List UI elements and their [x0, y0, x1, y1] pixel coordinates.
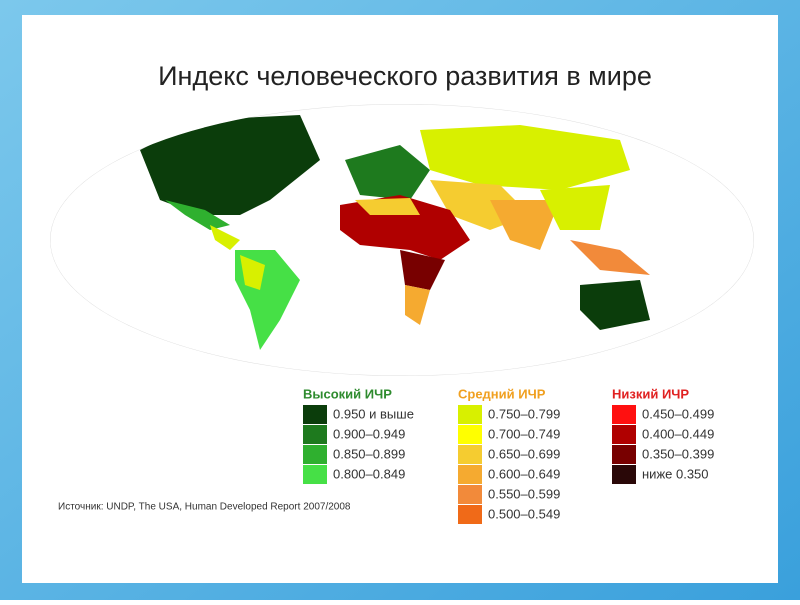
legend-swatch	[458, 505, 482, 524]
legend-label: 0.650–0.699	[488, 446, 560, 461]
legend-swatch	[612, 465, 636, 484]
legend-label: 0.600–0.649	[488, 466, 560, 481]
legend-label: 0.400–0.449	[642, 426, 714, 441]
legend-label: 0.950 и выше	[333, 406, 414, 421]
legend-swatch	[303, 405, 327, 424]
legend-label: 0.350–0.399	[642, 446, 714, 461]
legend-label: 0.550–0.599	[488, 486, 560, 501]
legend-swatch	[458, 485, 482, 504]
legend-swatch	[612, 445, 636, 464]
world-map	[50, 104, 754, 376]
legend-label: 0.850–0.899	[333, 446, 405, 461]
legend-label: 0.500–0.549	[488, 506, 560, 521]
title: Индекс человеческого развития в мире	[158, 61, 652, 91]
legend-swatch	[458, 465, 482, 484]
legend-swatch	[303, 425, 327, 444]
legend: Высокий ИЧР 0.950 и выше 0.900–0.949 0.850–…	[303, 386, 714, 524]
legend-label: 0.750–0.799	[488, 406, 560, 421]
legend-label: 0.900–0.949	[333, 426, 405, 441]
legend-group-title: Низкий ИЧР	[612, 386, 689, 401]
legend-swatch	[612, 425, 636, 444]
legend-label: 0.450–0.499	[642, 406, 714, 421]
legend-swatch	[612, 405, 636, 424]
legend-label: 0.800–0.849	[333, 466, 405, 481]
legend-group-title: Высокий ИЧР	[303, 386, 392, 401]
legend-swatch	[458, 445, 482, 464]
legend-swatch	[303, 465, 327, 484]
source: Источник: UNDP, The USA, Human Developed…	[58, 502, 351, 513]
legend-swatch	[458, 425, 482, 444]
legend-label: 0.700–0.749	[488, 426, 560, 441]
legend-swatch	[303, 445, 327, 464]
legend-group-title: Средний ИЧР	[458, 386, 546, 401]
legend-swatch	[458, 405, 482, 424]
legend-label: ниже 0.350	[642, 466, 709, 481]
